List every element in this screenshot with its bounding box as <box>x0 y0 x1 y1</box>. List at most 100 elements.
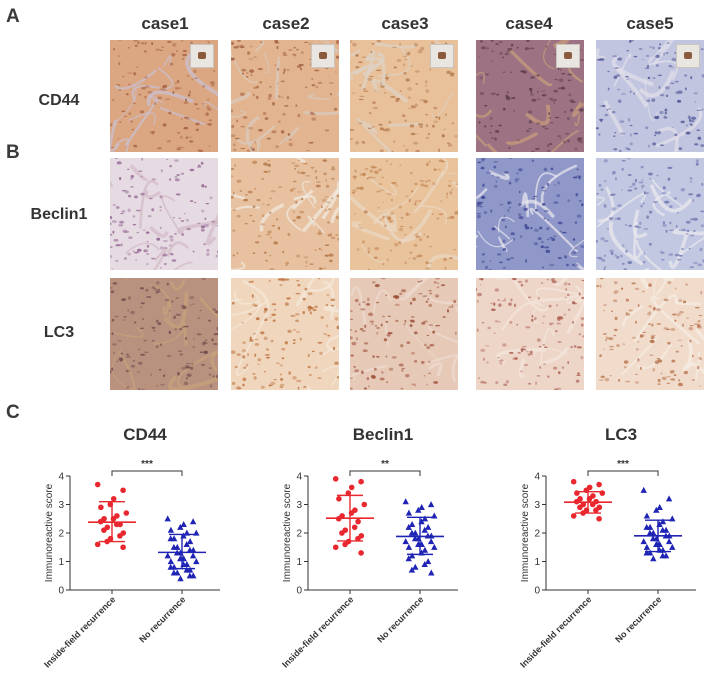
data-point <box>183 541 190 547</box>
data-point <box>570 513 577 519</box>
data-point <box>640 486 647 493</box>
data-point <box>596 481 602 488</box>
data-point <box>656 503 663 510</box>
data-point <box>336 496 342 502</box>
chart-cd44: CD44 0 1 2 3 4 Immunoreactive score Inside-fiel… <box>0 424 240 674</box>
y-tick-label: 1 <box>296 557 302 568</box>
y-tick-label: 3 <box>58 500 64 511</box>
data-point <box>355 535 361 542</box>
y-tick-label: 0 <box>296 586 302 597</box>
data-point <box>431 543 438 550</box>
y-tick-label: 4 <box>296 472 302 483</box>
row-label-cd44: CD44 <box>38 92 80 109</box>
chart-title: CD44 <box>123 425 167 444</box>
data-point <box>577 504 583 511</box>
data-point <box>355 518 361 525</box>
data-point <box>358 478 364 485</box>
data-point <box>345 490 352 496</box>
y-axis-label: Immunoreactive score <box>282 483 293 582</box>
y-tick-label: 1 <box>58 557 64 568</box>
data-point <box>361 501 368 508</box>
micrograph-cd44-case3 <box>350 40 458 152</box>
data-point <box>342 541 348 548</box>
y-tick-label: 3 <box>296 500 302 511</box>
data-point <box>405 555 412 562</box>
significance-bracket <box>587 470 659 476</box>
data-point <box>332 476 339 482</box>
data-point <box>402 538 409 545</box>
data-point <box>669 543 676 550</box>
significance-bracket <box>111 470 183 476</box>
chart-title: Beclin1 <box>353 425 413 444</box>
data-point <box>659 518 667 525</box>
data-point <box>402 498 409 505</box>
data-point <box>351 524 358 531</box>
data-point <box>643 543 651 550</box>
data-point <box>411 535 419 542</box>
data-point <box>110 496 117 502</box>
y-tick-label: 0 <box>58 586 64 597</box>
data-point <box>113 521 120 528</box>
data-point <box>408 566 416 573</box>
data-point <box>408 529 416 536</box>
data-point <box>120 487 126 494</box>
case-label-2: case2 <box>262 14 310 33</box>
x-tick-label: No recurrence <box>137 594 187 644</box>
data-point <box>339 530 345 536</box>
micrograph-beclin1-case4 <box>476 158 584 270</box>
data-point <box>653 506 660 513</box>
y-tick-label: 4 <box>58 472 64 483</box>
y-tick-label: 2 <box>296 529 302 540</box>
data-point <box>189 552 197 559</box>
data-point <box>421 515 429 522</box>
data-point <box>643 512 651 519</box>
data-point <box>421 526 428 533</box>
data-point <box>659 552 666 559</box>
data-point <box>193 558 200 565</box>
data-point <box>643 523 650 530</box>
data-point <box>189 518 197 525</box>
data-point <box>332 544 339 551</box>
data-point <box>405 509 413 516</box>
data-point <box>659 526 666 533</box>
data-point <box>180 521 187 528</box>
data-point <box>408 521 416 528</box>
x-tick-label: Inside-field recurrence <box>280 594 355 669</box>
micrograph-beclin1-case1 <box>110 158 218 270</box>
data-point <box>415 506 422 513</box>
data-point <box>98 504 104 511</box>
data-point <box>405 523 412 530</box>
x-tick-label: Inside-field recurrence <box>42 594 117 669</box>
specimen-thumbnail <box>676 44 700 68</box>
micrograph-cd44-case4 <box>476 40 584 152</box>
specimen-thumbnail <box>556 44 580 68</box>
data-point <box>427 538 435 545</box>
data-point <box>186 546 194 553</box>
data-point <box>167 558 175 565</box>
data-point <box>424 558 432 565</box>
micrograph-lc3-case5 <box>596 278 704 390</box>
data-point <box>412 563 419 570</box>
y-tick-label: 2 <box>58 529 64 540</box>
data-point <box>665 495 673 502</box>
micrograph-beclin1-case5 <box>596 158 704 270</box>
micrograph-cd44-case1 <box>110 40 218 152</box>
micrograph-lc3-case3 <box>350 278 458 390</box>
case-label-3: case3 <box>381 14 429 33</box>
data-point <box>183 566 190 573</box>
panel-label-b: B <box>6 142 20 163</box>
panel-label-a: A <box>6 6 20 27</box>
data-point <box>427 501 435 508</box>
significance-label: *** <box>617 459 629 470</box>
case-label-1: case1 <box>141 14 189 33</box>
micrograph-beclin1-case2 <box>231 158 339 270</box>
data-point <box>101 527 107 533</box>
y-tick-label: 4 <box>534 472 540 483</box>
micrograph-beclin1-case3 <box>350 158 458 270</box>
data-point <box>428 569 435 576</box>
data-point <box>589 501 596 508</box>
data-point <box>348 484 355 491</box>
